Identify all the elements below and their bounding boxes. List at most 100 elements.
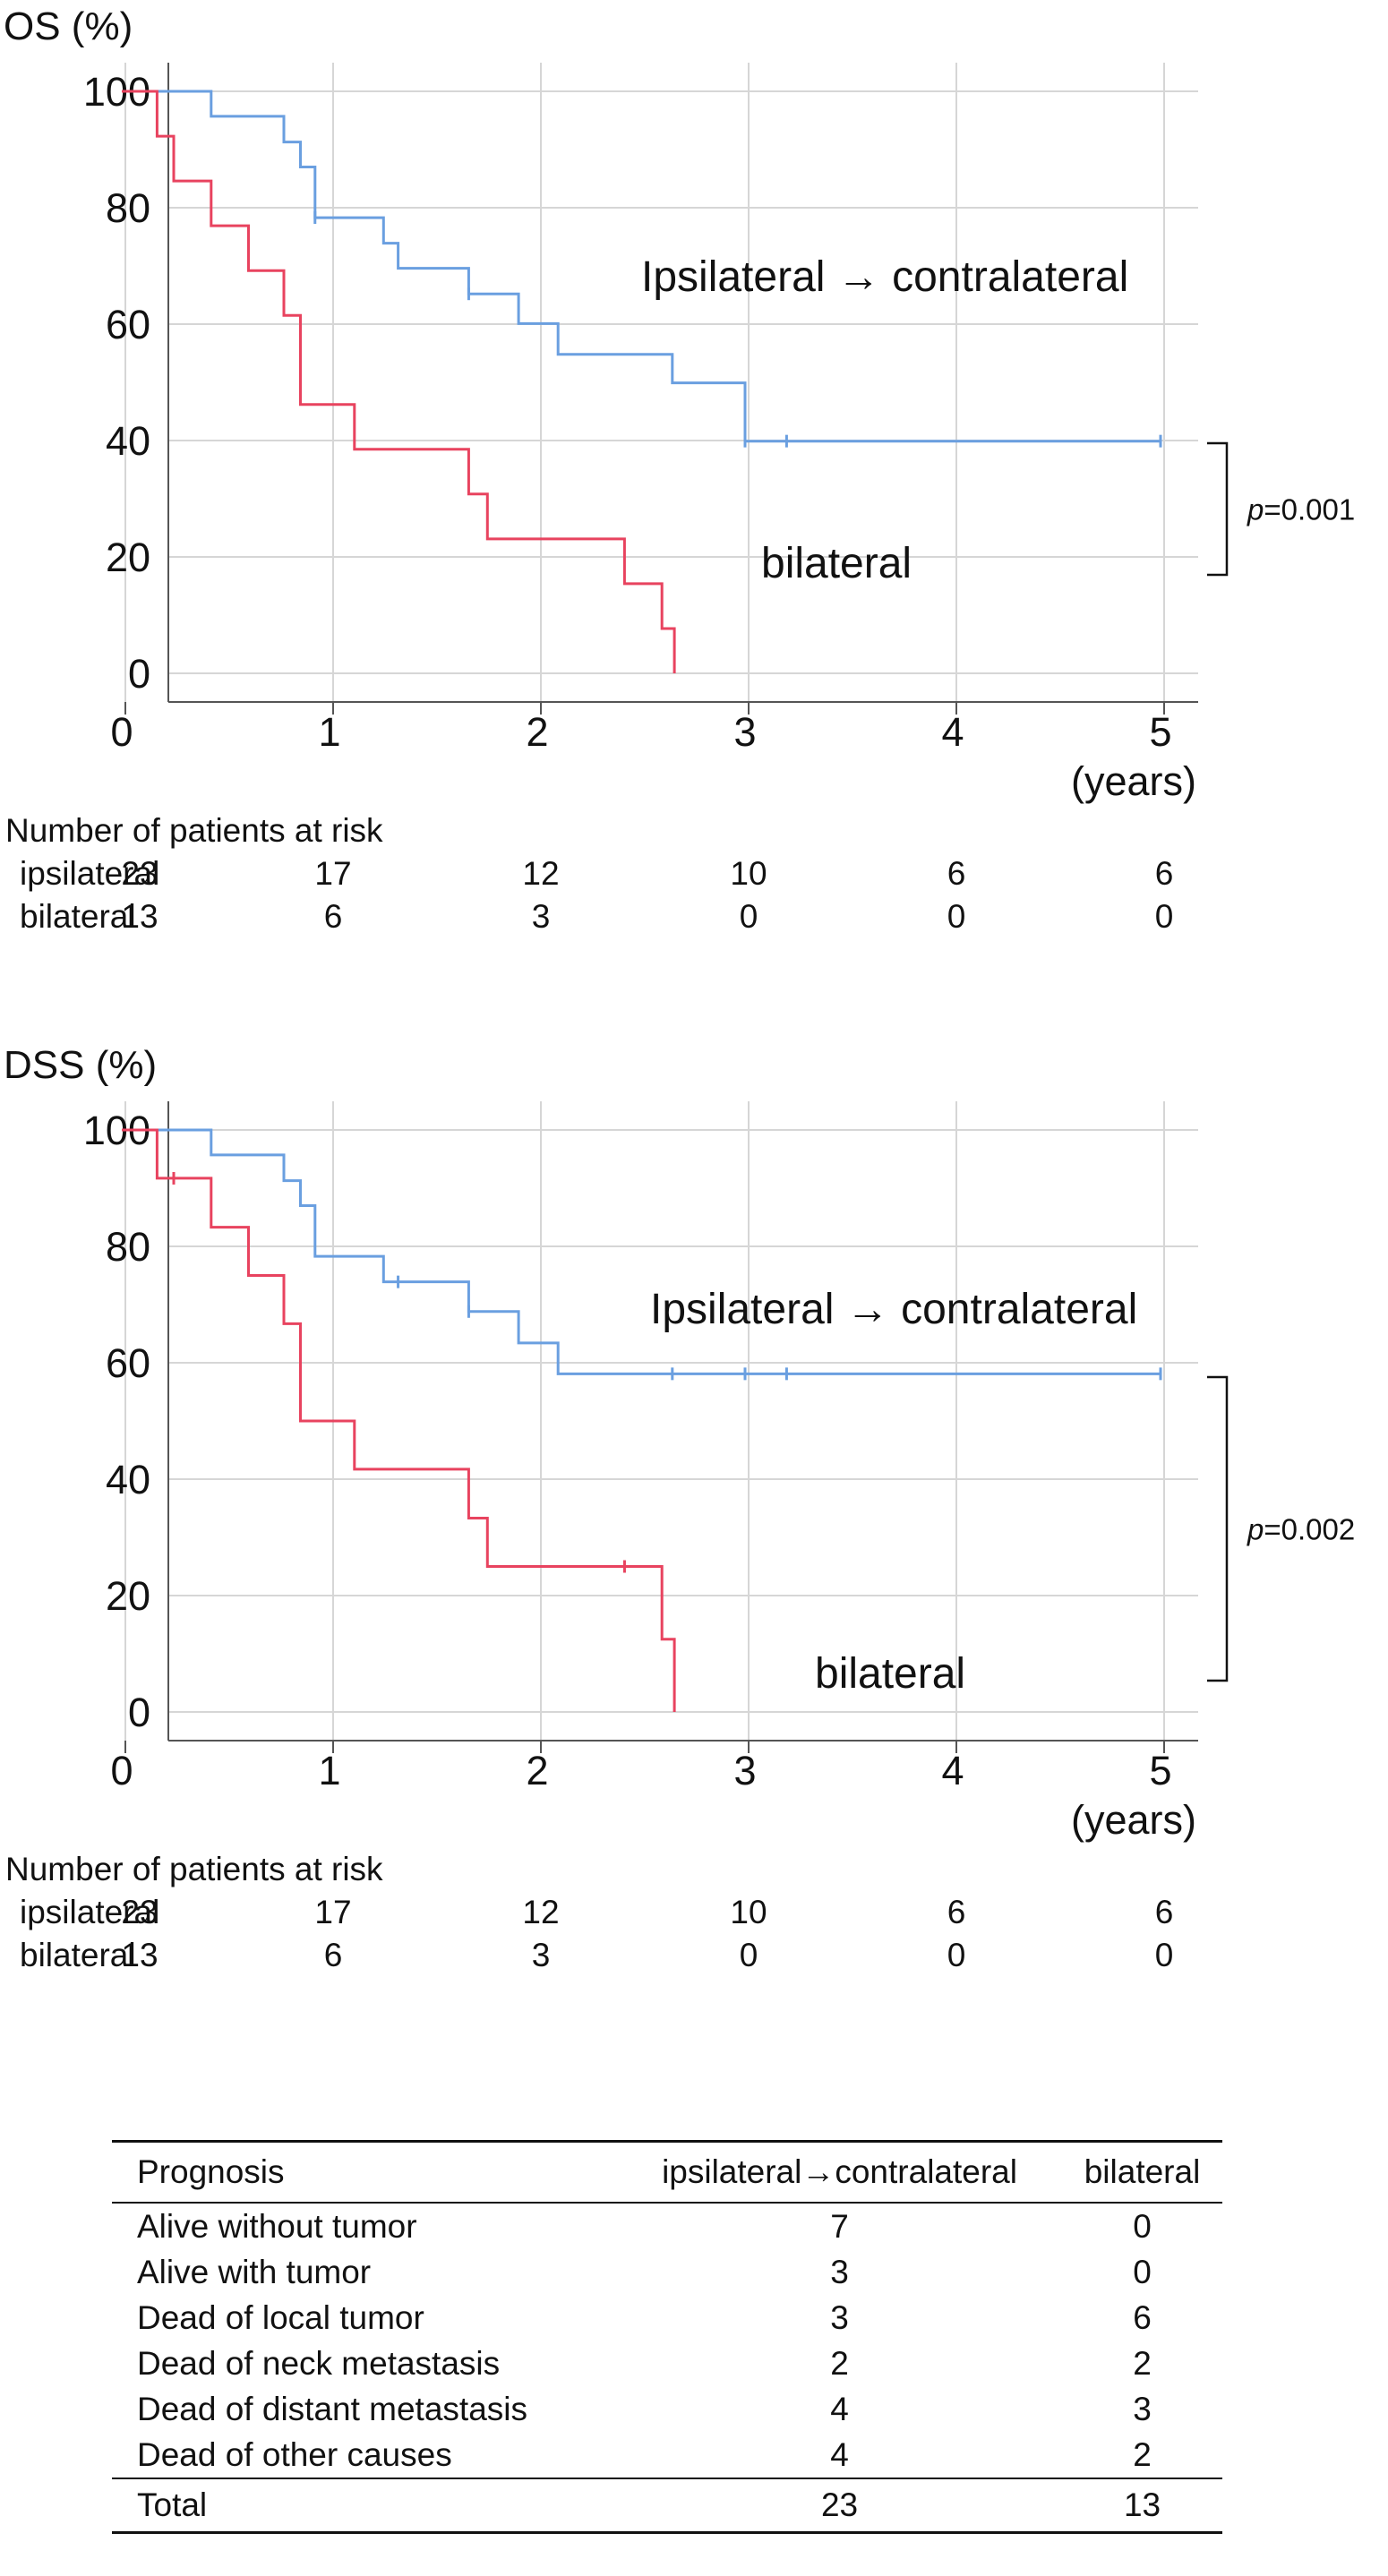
bilateral-cell: 3 [1133,2390,1152,2427]
x-tick-label: 0 [110,1748,133,1793]
x-tick-label: 5 [1149,709,1171,755]
risk-value: 0 [947,898,966,935]
x-tick-label: 1 [318,1748,340,1793]
y-tick-label: 80 [106,185,150,231]
y-tick-label: 20 [106,1573,150,1619]
prognosis-row: Alive without tumor 7 0 [112,2203,1222,2249]
y-tick-label: 0 [128,651,150,697]
p-value-italic-p: p [1247,1513,1264,1546]
prognosis-table: Prognosis ipsilateral→contralateral bila… [112,2140,1222,2534]
prognosis-cell: Alive without tumor [137,2207,417,2245]
risk-value: 6 [947,1894,966,1930]
risk-row-label: ipsilateral [20,855,159,892]
risk-value: 0 [1155,898,1174,935]
prognosis-cell: Alive with tumor [137,2253,372,2290]
risk-value: 10 [730,1894,767,1930]
risk-value: 23 [121,855,158,892]
risk-row-label: bilateral [20,1937,136,1973]
risk-value: 3 [532,1937,551,1973]
risk-value: 6 [947,855,966,892]
prognosis-col-header: Prognosis [137,2153,285,2190]
risk-table-header: Number of patients at risk [5,812,383,849]
ipsilateral-cell: 4 [830,2435,849,2473]
risk-value: 13 [121,898,158,935]
risk-value: 13 [121,1937,158,1973]
x-tick-label: 2 [526,709,548,755]
risk-value: 0 [740,898,758,935]
risk-value: 0 [1155,1937,1174,1973]
x-tick-label: 4 [941,1748,964,1793]
bilateral-cell: 6 [1133,2298,1152,2336]
ipsilateral-cell: 3 [830,2298,849,2336]
prognosis-cell: Dead of distant metastasis [137,2390,527,2427]
p-value-bracket [1207,1375,1229,1682]
y-tick-label: 80 [106,1224,150,1270]
bilateral-cell: 0 [1133,2253,1152,2290]
x-axis-title: (years) [1071,1797,1196,1843]
bilateral-series-label: bilateral [815,1650,965,1698]
risk-value: 0 [740,1937,758,1973]
x-tick-label: 0 [110,709,133,755]
prognosis-row: Dead of other causes 4 2 [112,2432,1222,2478]
ipsilateral-series-label: Ipsilateral → contralateral [641,253,1128,301]
total-bilateral: 13 [1123,2486,1161,2523]
bilateral-col-header: bilateral [1084,2153,1201,2190]
y-tick-label: 0 [128,1690,150,1735]
risk-value: 17 [314,855,351,892]
prognosis-row: Dead of neck metastasis 2 2 [112,2341,1222,2386]
ipsilateral-series-label: Ipsilateral → contralateral [650,1286,1137,1333]
y-axis-title: OS (%) [4,4,133,48]
bilateral-survival-line [122,90,676,673]
bilateral-survival-line [122,1128,676,1712]
p-value-bracket [1207,441,1229,577]
ipsilateral-cell: 7 [830,2207,849,2245]
prognosis-table-body: Alive without tumor 7 0 Alive with tumor 3 0 D… [112,2203,1222,2478]
bilateral-series-label: bilateral [761,540,912,587]
risk-value: 12 [522,1894,559,1930]
x-tick-label: 2 [526,1748,548,1793]
prognosis-table-container: Prognosis ipsilateral→contralateral bila… [112,2140,1222,2534]
risk-value: 17 [314,1894,351,1930]
risk-value: 23 [121,1894,158,1930]
ipsilateral-cell: 3 [830,2253,849,2290]
x-tick-label: 5 [1149,1748,1171,1793]
prognosis-header-row: Prognosis ipsilateral→contralateral bila… [112,2141,1222,2203]
bilateral-cell: 0 [1133,2207,1152,2245]
y-axis-title: DSS (%) [4,1043,157,1087]
risk-value: 6 [1155,1894,1174,1930]
y-tick-label: 20 [106,535,150,580]
ipsilateral-cell: 2 [830,2344,849,2382]
p-value-label: p=0.001 [1247,493,1355,526]
p-value-number: =0.002 [1264,1513,1355,1546]
p-value-italic-p: p [1247,493,1264,526]
ipsilateral-cell: 4 [830,2390,849,2427]
risk-value: 10 [730,855,767,892]
risk-row-label: bilateral [20,898,136,935]
ipsilateral-survival-line [122,1128,1161,1375]
x-tick-label: 1 [318,709,340,755]
prognosis-row: Dead of local tumor 3 6 [112,2295,1222,2341]
total-label: Total [137,2486,208,2523]
prognosis-cell: Dead of other causes [137,2435,452,2473]
risk-value: 3 [532,898,551,935]
p-value-label: p=0.002 [1247,1513,1355,1546]
risk-value: 6 [1155,855,1174,892]
risk-value: 0 [947,1937,966,1973]
x-tick-label: 3 [733,709,756,755]
y-tick-label: 60 [106,302,150,347]
bilateral-cell: 2 [1133,2435,1152,2473]
ipsilateral-survival-line [122,90,1161,443]
bilateral-cell: 2 [1133,2344,1152,2382]
risk-table-header: Number of patients at risk [5,1851,383,1887]
ipsilateral-col-header: ipsilateral→contralateral [662,2153,1017,2190]
p-value-number: =0.001 [1264,493,1355,526]
risk-value: 12 [522,855,559,892]
x-tick-label: 4 [941,709,964,755]
prognosis-total-row: Total 23 13 [112,2478,1222,2533]
y-tick-label: 40 [106,1457,150,1502]
y-tick-label: 40 [106,418,150,464]
total-ipsilateral: 23 [820,2486,859,2523]
risk-value: 6 [324,898,343,935]
x-axis-title: (years) [1071,758,1196,804]
